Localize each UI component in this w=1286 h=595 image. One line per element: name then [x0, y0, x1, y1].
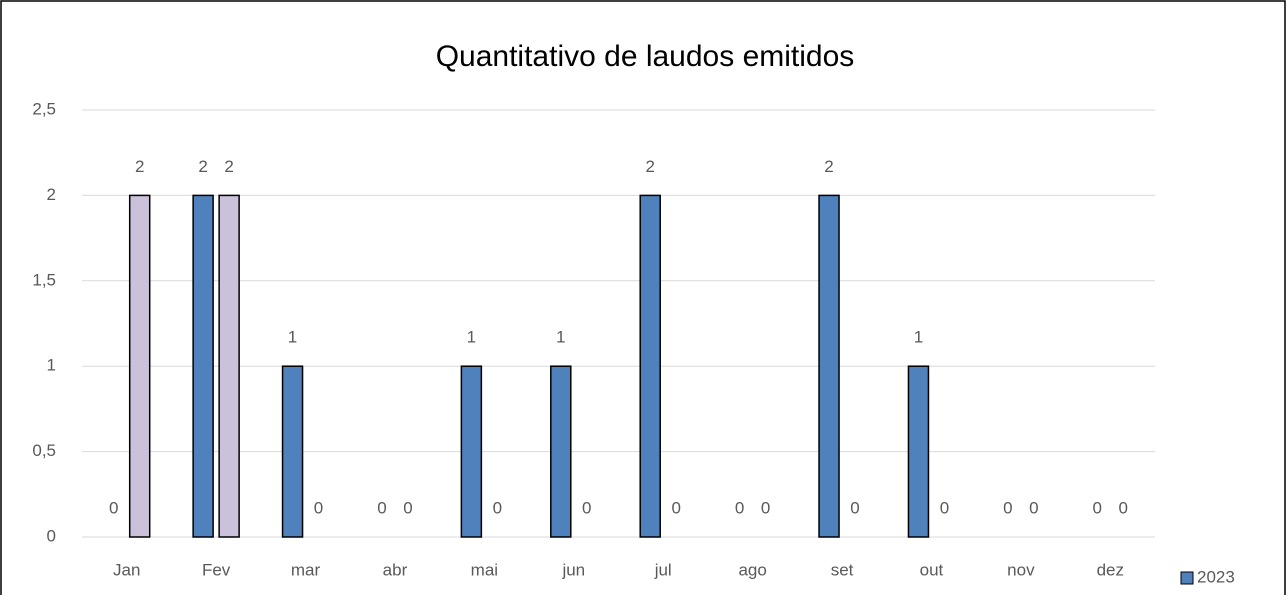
bar — [818, 194, 840, 538]
data-label: 0 — [1029, 498, 1038, 517]
x-tick-label: ago — [738, 560, 766, 579]
data-label: 0 — [109, 498, 118, 517]
data-label: 1 — [288, 328, 297, 347]
y-tick-label: 1 — [47, 356, 56, 375]
x-tick-label: set — [831, 560, 854, 579]
bar — [192, 194, 214, 538]
x-tick-label: mai — [471, 560, 498, 579]
data-label: 0 — [1093, 498, 1102, 517]
data-label: 0 — [314, 498, 323, 517]
data-label: 1 — [556, 328, 565, 347]
x-tick-label: dez — [1097, 560, 1124, 579]
x-tick-label: out — [920, 560, 944, 579]
y-tick-label: 1,5 — [32, 270, 56, 289]
x-tick-label: jul — [654, 560, 672, 579]
data-label: 2 — [135, 157, 144, 176]
data-label: 0 — [403, 498, 412, 517]
bar — [128, 194, 151, 538]
bar — [639, 194, 661, 538]
data-label: 2 — [645, 157, 654, 176]
y-tick-label: 0 — [47, 526, 56, 545]
bar — [281, 365, 304, 538]
y-tick-label: 0,5 — [32, 441, 56, 460]
bar — [460, 365, 483, 538]
data-label: 2 — [198, 157, 207, 176]
chart-title: Quantitativo de laudos emitidos — [436, 40, 855, 73]
data-label: 2 — [824, 157, 833, 176]
y-tick-label: 2 — [47, 185, 56, 204]
data-label: 2 — [224, 157, 233, 176]
bar — [218, 194, 240, 538]
legend-label: 2023 — [1197, 567, 1235, 586]
data-label: 1 — [467, 328, 476, 347]
data-label: 0 — [671, 498, 680, 517]
x-tick-label: mar — [291, 560, 321, 579]
y-tick-label: 2,5 — [32, 99, 56, 118]
data-label: 0 — [1003, 498, 1012, 517]
x-tick-label: abr — [383, 560, 408, 579]
data-label: 0 — [377, 498, 386, 517]
x-tick-label: Fev — [202, 560, 231, 579]
data-label: 0 — [850, 498, 859, 517]
data-label: 0 — [940, 498, 949, 517]
bar — [907, 365, 930, 538]
data-label: 0 — [582, 498, 591, 517]
data-label: 1 — [914, 328, 923, 347]
data-label: 0 — [761, 498, 770, 517]
bar — [550, 365, 572, 538]
x-tick-label: Jan — [113, 560, 140, 579]
data-label: 0 — [735, 498, 744, 517]
data-label: 0 — [493, 498, 502, 517]
legend-swatch — [1180, 571, 1194, 585]
x-tick-label: jun — [561, 560, 585, 579]
data-label: 0 — [1119, 498, 1128, 517]
x-tick-label: nov — [1007, 560, 1035, 579]
